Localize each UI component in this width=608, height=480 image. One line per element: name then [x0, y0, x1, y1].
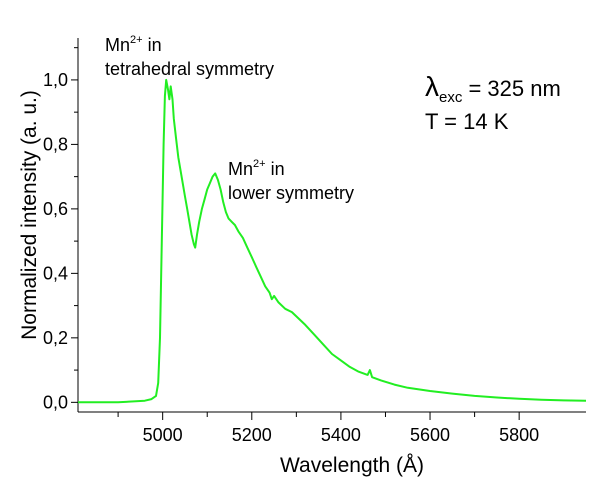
experiment-parameters: λexc = 325 nm T = 14 K — [425, 71, 561, 134]
y-tick-label: 0,2 — [43, 328, 68, 348]
excitation-wavelength-label: λexc = 325 nm — [425, 71, 561, 106]
annotation-tetrahedral-line-2: tetrahedral symmetry — [105, 59, 274, 79]
x-tick-label: 5400 — [321, 425, 361, 445]
x-tick-label: 5600 — [410, 425, 450, 445]
y-axis-title: Normalized intensity (a. u.) — [18, 90, 41, 340]
temperature-label: T = 14 K — [425, 109, 509, 134]
x-tick-label: 5200 — [232, 425, 272, 445]
annotation-lower-line-1: Mn2+ in — [228, 158, 285, 179]
spectrum-series-line — [78, 78, 587, 404]
annotation-lower-line-2: lower symmetry — [228, 183, 354, 203]
annotation-lower: Mn2+ in lower symmetry — [228, 158, 354, 203]
x-tick-label: 5000 — [143, 425, 183, 445]
annotation-tetrahedral: Mn2+ in tetrahedral symmetry — [105, 34, 274, 79]
x-tick-label: 5800 — [499, 425, 539, 445]
y-tick-label: 0,4 — [43, 263, 68, 283]
y-tick-label: 0,0 — [43, 392, 68, 412]
y-tick-label: 0,8 — [43, 134, 68, 154]
x-axis-title: Wavelength (Å) — [280, 454, 424, 477]
annotation-tetrahedral-line-1: Mn2+ in — [105, 34, 162, 55]
y-tick-label: 0,6 — [43, 199, 68, 219]
y-tick-label: 1,0 — [43, 70, 68, 90]
